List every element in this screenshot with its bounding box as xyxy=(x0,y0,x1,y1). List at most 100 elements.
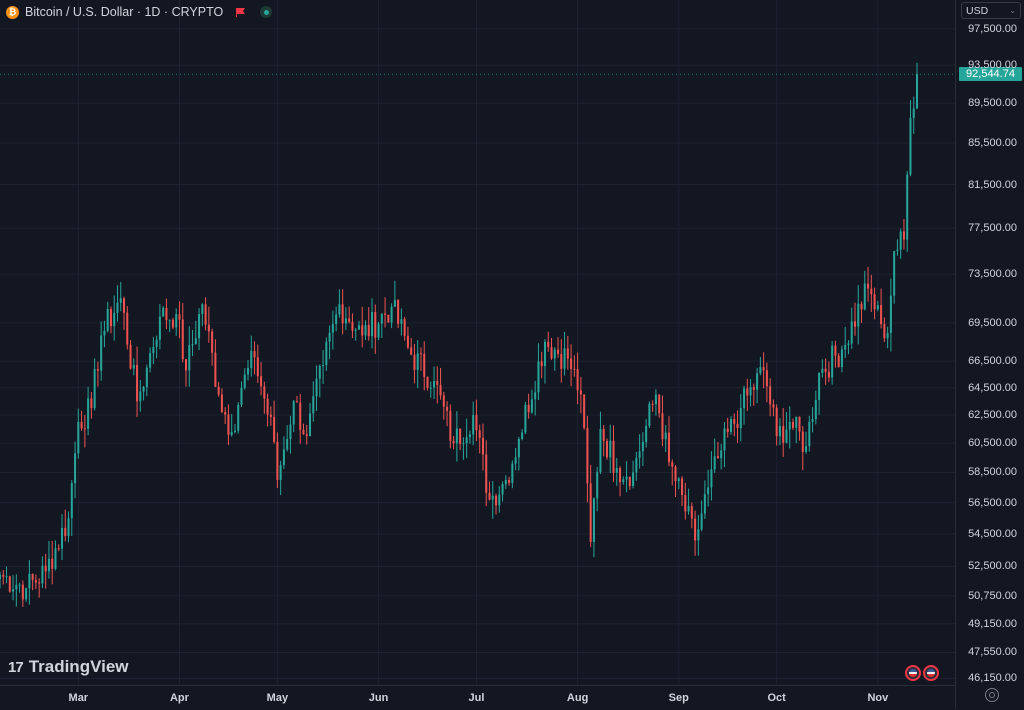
candle-body xyxy=(354,329,357,331)
candle-body xyxy=(149,353,152,368)
candle-body xyxy=(38,582,41,584)
candle-body xyxy=(442,395,445,407)
candle-body xyxy=(142,386,145,392)
x-tick-label: Oct xyxy=(767,692,786,704)
candle-body xyxy=(400,319,403,324)
candle-body xyxy=(237,404,240,431)
x-tick-label: Mar xyxy=(68,692,89,704)
candle-body xyxy=(106,309,109,331)
candle-body xyxy=(220,394,223,413)
candle-body xyxy=(514,457,517,464)
candle-body xyxy=(788,422,791,430)
candle-body xyxy=(648,403,651,426)
currency-selector[interactable]: USD ⌄ xyxy=(961,2,1021,19)
candle-body xyxy=(171,319,174,328)
candle-body xyxy=(475,415,478,431)
candle-body xyxy=(801,431,804,452)
candle-body xyxy=(831,345,834,378)
candle-body xyxy=(325,341,328,366)
candle-body xyxy=(80,422,83,429)
candle-body xyxy=(387,314,390,323)
tradingview-logo[interactable]: 17 TradingView xyxy=(8,657,129,677)
candle-body xyxy=(312,396,315,414)
candle-body xyxy=(87,398,90,429)
y-tick-label: 89,500.00 xyxy=(968,97,1017,110)
candle-body xyxy=(21,584,24,600)
economic-events[interactable] xyxy=(905,665,939,681)
candle-body xyxy=(553,349,556,359)
candle-body xyxy=(664,432,667,440)
candle-body xyxy=(145,367,148,387)
candle-body xyxy=(136,365,139,402)
candle-body xyxy=(690,506,693,519)
y-tick-label: 54,500.00 xyxy=(968,527,1017,540)
us-event-flag-icon[interactable] xyxy=(923,665,939,681)
candle-body xyxy=(129,344,132,369)
candle-body xyxy=(736,423,739,429)
time-axis[interactable]: Mar Apr May Jun Jul Aug Sep Oct Nov xyxy=(0,685,955,710)
candle-body xyxy=(769,386,772,405)
candle-body xyxy=(615,468,618,473)
candle-body xyxy=(459,428,462,444)
candle-body xyxy=(132,365,135,369)
candle-body xyxy=(247,367,250,375)
candle-body xyxy=(876,305,879,310)
market-status-icon[interactable] xyxy=(260,6,273,18)
symbol-header[interactable]: ₿ Bitcoin / U.S. Dollar · 1D · CRYPTO xyxy=(6,3,273,21)
candle-body xyxy=(893,250,896,296)
y-tick-label: 62,500.00 xyxy=(968,409,1017,422)
candle-body xyxy=(315,378,318,397)
candle-body xyxy=(589,483,592,542)
y-tick-label: 66,500.00 xyxy=(968,355,1017,368)
candle-body xyxy=(468,434,471,438)
candle-body xyxy=(906,174,909,240)
candle-body xyxy=(579,390,582,395)
candle-body xyxy=(485,454,488,493)
settings-icon[interactable] xyxy=(985,688,999,702)
x-tick-label: Nov xyxy=(867,692,889,704)
candle-body xyxy=(632,472,635,487)
candle-body xyxy=(423,353,426,377)
candle-body xyxy=(710,469,713,488)
x-tick-label: Jul xyxy=(468,692,485,704)
candle-body xyxy=(168,319,171,321)
candle-body xyxy=(397,299,400,324)
candle-body xyxy=(305,434,308,437)
candle-body xyxy=(622,479,625,483)
candle-body xyxy=(658,394,661,414)
candle-body xyxy=(795,416,798,428)
candle-body xyxy=(243,374,246,388)
candle-body xyxy=(889,295,892,333)
candle-body xyxy=(34,579,37,583)
candle-body xyxy=(393,299,396,307)
candle-body xyxy=(64,527,67,537)
candle-body xyxy=(403,319,406,336)
candle-body xyxy=(798,416,801,432)
candle-body xyxy=(716,456,719,459)
candle-body xyxy=(570,358,573,369)
candle-body xyxy=(834,345,837,356)
candle-body xyxy=(602,429,605,441)
price-axis[interactable]: USD ⌄ 92,544.74 97,500.00 93,500.00 89,500… xyxy=(955,0,1024,709)
candle-body xyxy=(357,325,360,330)
candle-body xyxy=(501,484,504,495)
candle-body xyxy=(211,331,214,353)
symbol-title[interactable]: Bitcoin / U.S. Dollar · 1D · CRYPTO xyxy=(25,5,224,19)
candle-body xyxy=(694,518,697,541)
candle-body xyxy=(762,367,765,371)
candle-body xyxy=(599,429,602,473)
candle-body xyxy=(269,414,272,417)
candle-body xyxy=(566,348,569,359)
candle-body xyxy=(775,407,778,437)
candle-body xyxy=(560,353,563,369)
candle-body xyxy=(684,494,687,512)
candle-body xyxy=(720,450,723,459)
flag-icon[interactable] xyxy=(235,7,246,18)
chart-pane[interactable] xyxy=(0,0,955,685)
candle-body xyxy=(419,353,422,355)
us-event-flag-icon[interactable] xyxy=(905,665,921,681)
candlestick-chart[interactable] xyxy=(0,0,955,685)
candle-body xyxy=(524,404,527,433)
candle-body xyxy=(592,498,595,542)
